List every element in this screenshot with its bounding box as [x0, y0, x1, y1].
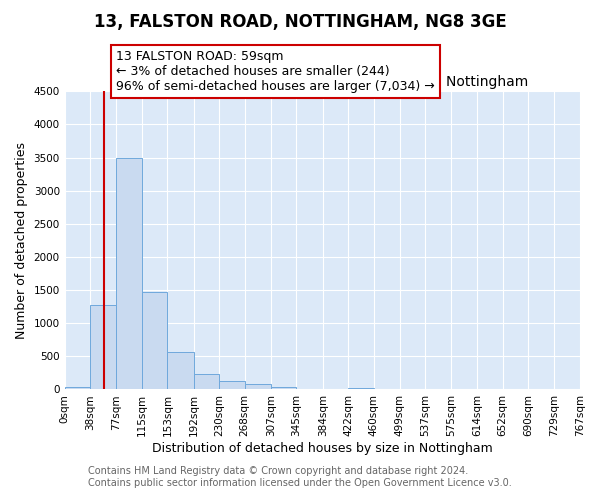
Y-axis label: Number of detached properties: Number of detached properties	[15, 142, 28, 339]
Bar	[142, 292, 167, 390]
Bar	[65, 388, 90, 390]
Bar	[348, 388, 374, 390]
Title: Size of property relative to detached houses in Nottingham: Size of property relative to detached ho…	[116, 74, 529, 88]
Text: 13, FALSTON ROAD, NOTTINGHAM, NG8 3GE: 13, FALSTON ROAD, NOTTINGHAM, NG8 3GE	[94, 12, 506, 30]
X-axis label: Distribution of detached houses by size in Nottingham: Distribution of detached houses by size …	[152, 442, 493, 455]
Bar	[245, 384, 271, 390]
Text: Contains HM Land Registry data © Crown copyright and database right 2024.
Contai: Contains HM Land Registry data © Crown c…	[88, 466, 512, 487]
Bar	[194, 374, 219, 390]
Bar	[90, 306, 116, 390]
Bar	[296, 389, 323, 390]
Bar	[271, 388, 296, 390]
Bar	[116, 158, 142, 390]
Bar	[219, 381, 245, 390]
Bar	[167, 352, 194, 390]
Text: 13 FALSTON ROAD: 59sqm
← 3% of detached houses are smaller (244)
96% of semi-det: 13 FALSTON ROAD: 59sqm ← 3% of detached …	[116, 50, 435, 92]
